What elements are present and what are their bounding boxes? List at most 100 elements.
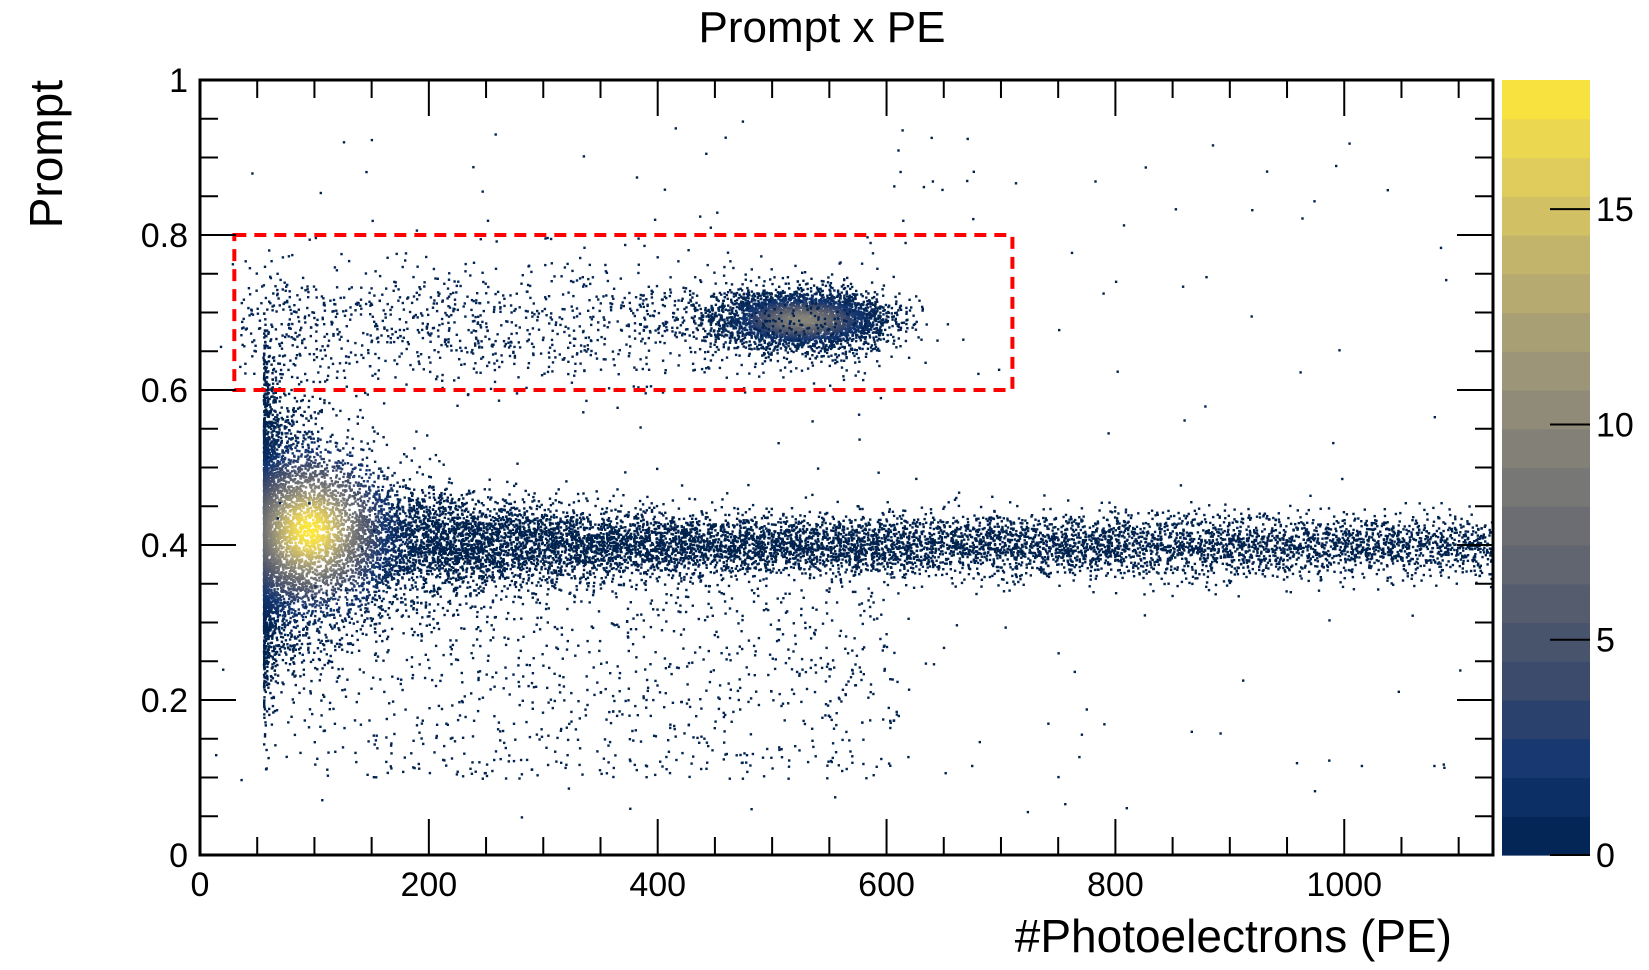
data-point [689, 528, 692, 531]
data-point [1009, 566, 1012, 569]
data-point [509, 567, 512, 571]
data-point [1025, 528, 1028, 531]
data-point [416, 526, 419, 529]
data-point [1174, 538, 1177, 541]
data-point [1187, 561, 1190, 564]
data-point [345, 539, 348, 542]
data-point [538, 577, 542, 580]
data-point [896, 556, 899, 559]
data-point [304, 589, 307, 593]
data-point [1177, 511, 1180, 515]
data-point [414, 585, 417, 588]
data-point [559, 519, 562, 522]
data-point [797, 522, 800, 525]
data-point [457, 527, 460, 530]
data-point [594, 504, 597, 508]
data-point [775, 554, 778, 557]
data-point [264, 368, 267, 372]
data-point [1294, 523, 1297, 526]
data-point [1116, 534, 1119, 537]
data-point [312, 500, 315, 503]
data-point [664, 552, 667, 556]
data-point [979, 538, 982, 541]
data-point [284, 509, 287, 513]
data-point [1167, 549, 1171, 553]
data-point [616, 542, 620, 545]
data-point [327, 597, 330, 601]
data-point [1095, 574, 1098, 578]
data-point [1451, 546, 1454, 550]
data-point [301, 570, 305, 574]
data-point [377, 474, 380, 478]
data-point [275, 659, 278, 663]
data-point [278, 594, 282, 597]
data-point [412, 558, 415, 561]
data-point [812, 558, 815, 561]
data-point [301, 600, 304, 603]
data-point [1464, 541, 1467, 544]
data-point [272, 418, 276, 421]
data-point [1128, 535, 1131, 538]
data-point [961, 563, 965, 567]
data-point [264, 672, 267, 675]
data-point [423, 554, 426, 557]
data-point [307, 565, 310, 568]
data-point [1292, 553, 1296, 556]
data-point [290, 596, 293, 599]
data-point [1117, 538, 1120, 542]
data-point [265, 748, 268, 752]
data-point [489, 548, 492, 551]
data-point [278, 546, 281, 550]
data-point [312, 482, 316, 486]
data-point [1009, 520, 1012, 523]
data-point [988, 558, 992, 562]
data-point [331, 508, 334, 511]
data-point [673, 539, 676, 542]
data-point [1171, 594, 1174, 598]
data-point [313, 592, 317, 595]
data-point [1374, 545, 1378, 549]
data-point [405, 562, 408, 565]
data-point [1444, 539, 1447, 542]
data-point [1212, 527, 1215, 530]
data-point [906, 554, 909, 557]
data-point [298, 430, 302, 434]
data-point [420, 555, 423, 558]
data-point [1202, 529, 1205, 532]
data-point [351, 582, 354, 585]
data-point [559, 558, 563, 561]
data-point [570, 565, 574, 568]
data-point [285, 502, 288, 505]
data-point [462, 524, 465, 527]
data-point [1311, 537, 1314, 541]
data-point [733, 526, 736, 529]
data-point [359, 628, 362, 631]
data-point [694, 517, 698, 521]
data-point [659, 553, 663, 556]
data-point [293, 477, 297, 481]
data-point [932, 527, 936, 531]
data-point [709, 536, 712, 539]
data-point [1230, 540, 1233, 543]
data-point [1228, 539, 1231, 543]
data-point [283, 425, 286, 428]
data-point [269, 339, 272, 343]
data-point [864, 528, 867, 532]
data-point [296, 598, 300, 602]
data-point [1004, 553, 1007, 557]
data-point [336, 580, 339, 583]
data-point [819, 569, 822, 572]
data-point [471, 515, 474, 518]
data-point [767, 510, 771, 514]
data-point [1342, 566, 1346, 569]
data-point [331, 585, 335, 589]
data-point [551, 561, 554, 564]
data-point [564, 556, 568, 559]
data-point [770, 557, 773, 561]
data-point [325, 607, 328, 610]
data-point [1003, 530, 1006, 533]
data-point [349, 451, 352, 454]
data-point [419, 527, 422, 530]
data-point [667, 555, 670, 558]
data-point [421, 504, 424, 508]
